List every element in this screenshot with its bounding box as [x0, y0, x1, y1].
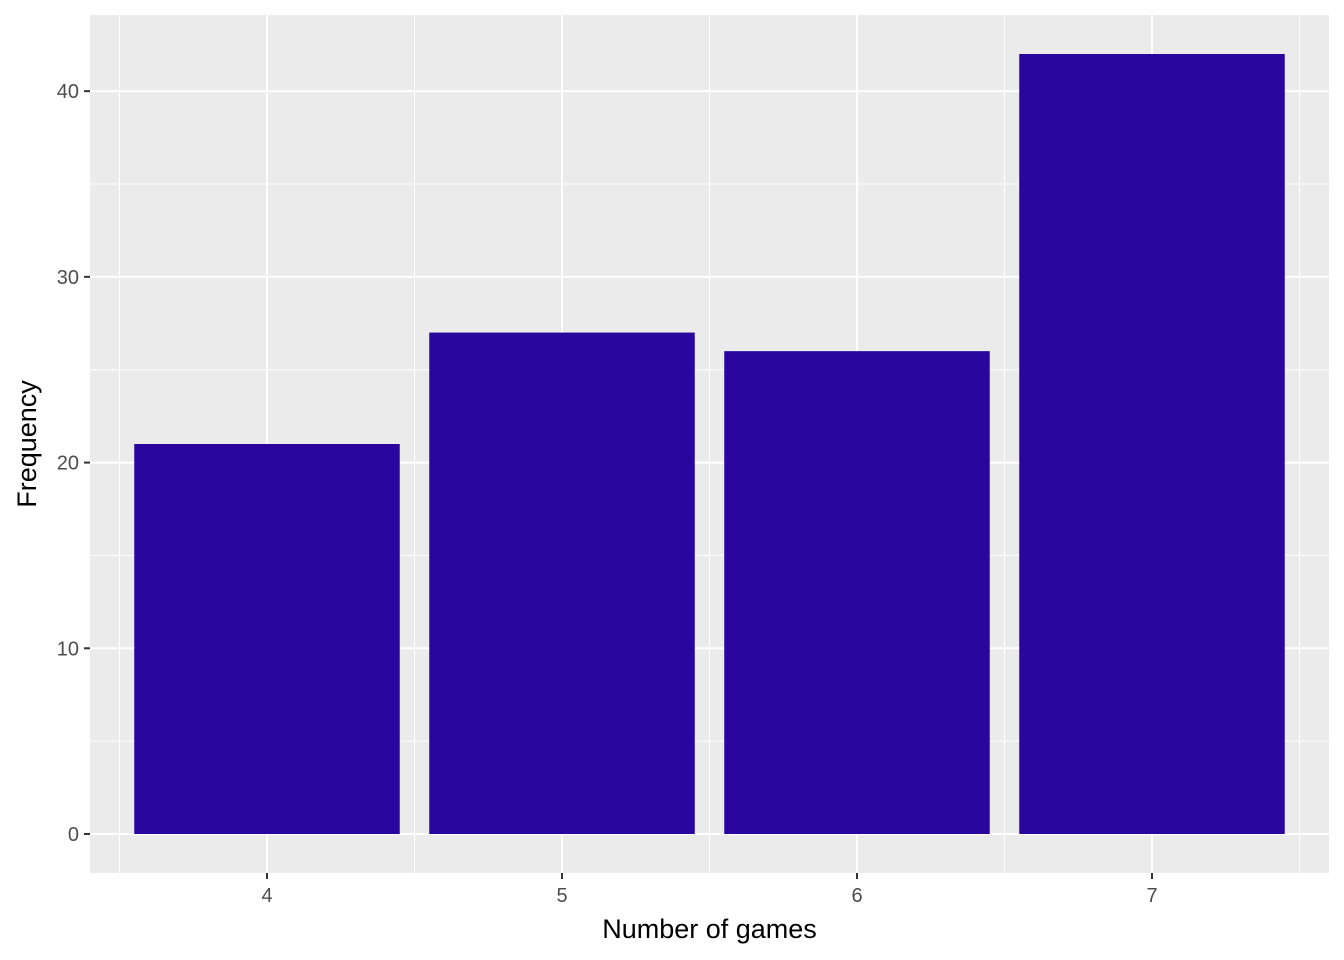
x-tick-label: 4 [261, 885, 272, 907]
bar-4 [134, 444, 400, 834]
x-tick-label: 7 [1146, 885, 1157, 907]
bar-6 [724, 351, 990, 834]
x-tick-label: 6 [851, 885, 862, 907]
bar-7 [1019, 54, 1285, 834]
x-axis-ticks: 4 5 6 7 [261, 873, 1158, 907]
y-tick-label: 30 [57, 267, 79, 289]
y-tick-label: 40 [57, 81, 79, 103]
x-tick-label: 5 [556, 885, 567, 907]
x-axis-title: Number of games [602, 914, 817, 944]
y-tick-label: 20 [57, 453, 79, 475]
y-axis-title: Frequency [12, 380, 42, 508]
bar-5 [429, 332, 695, 834]
y-axis-ticks: 0 10 20 30 40 [57, 81, 90, 846]
bars [134, 54, 1285, 834]
y-tick-label: 10 [57, 638, 79, 660]
y-tick-label: 0 [68, 824, 79, 846]
